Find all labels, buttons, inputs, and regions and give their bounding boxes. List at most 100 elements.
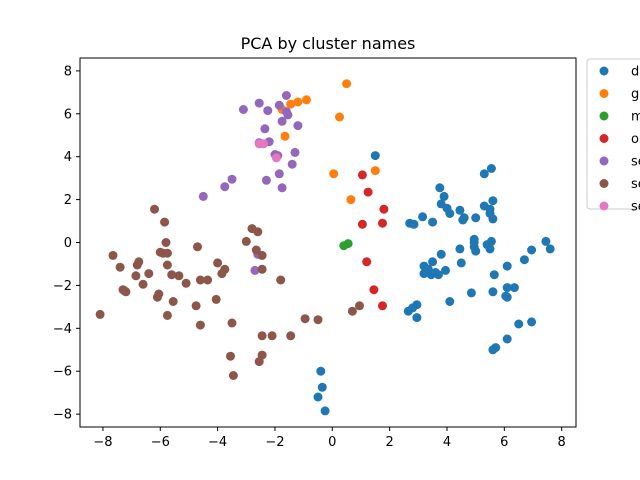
point-0-8 (458, 215, 468, 225)
point-4-0 (281, 91, 291, 100)
point-0-39 (441, 265, 450, 275)
point-0-58 (527, 317, 537, 327)
point-1-7 (329, 169, 339, 179)
point-5-39 (95, 309, 105, 319)
y-tick-label: −4 (53, 322, 72, 337)
point-0-59 (502, 334, 512, 344)
point-1-1 (293, 97, 303, 107)
point-3-5 (362, 257, 372, 267)
legend-marker-6 (599, 201, 609, 211)
legend-label-3: o (631, 132, 639, 147)
point-5-20 (174, 271, 184, 281)
legend-box (586, 58, 640, 210)
point-5-36 (211, 294, 221, 304)
point-0-56 (412, 313, 422, 323)
point-0-50 (502, 292, 512, 302)
point-4-1 (274, 100, 284, 110)
y-tick-label: −2 (53, 279, 72, 294)
legend-marker-0 (599, 66, 609, 76)
legend-marker-5 (599, 179, 609, 188)
legend-label-5: se (631, 177, 640, 192)
point-0-16 (486, 164, 496, 173)
point-3-6 (369, 285, 379, 295)
plot-frame (79, 57, 577, 428)
point-6-2 (271, 153, 281, 163)
point-5-16 (131, 271, 141, 281)
point-5-17 (144, 269, 154, 279)
point-5-29 (138, 279, 148, 289)
point-5-42 (257, 331, 267, 341)
point-5-49 (254, 357, 264, 367)
point-5-44 (286, 331, 296, 341)
point-5-5 (162, 248, 172, 258)
point-1-5 (335, 112, 344, 122)
point-0-45 (545, 244, 555, 254)
point-5-12 (108, 250, 118, 260)
point-5-24 (213, 258, 223, 268)
point-4-18 (277, 183, 287, 193)
point-5-52 (347, 306, 357, 316)
point-0-17 (428, 217, 438, 227)
point-0-29 (469, 238, 479, 247)
point-3-1 (363, 187, 373, 197)
point-5-23 (203, 275, 213, 285)
x-tick-label: −6 (151, 435, 170, 450)
point-5-21 (181, 278, 191, 288)
x-tick-label: 6 (500, 435, 508, 450)
y-tick-label: 8 (64, 64, 72, 79)
point-4-3 (254, 98, 264, 108)
point-0-15 (479, 169, 489, 179)
x-tick-label: 2 (386, 435, 394, 450)
point-5-2 (161, 238, 171, 247)
point-0-51 (466, 288, 476, 298)
point-0-55 (403, 306, 413, 316)
point-5-0 (150, 204, 159, 214)
point-0-25 (486, 236, 496, 246)
point-4-5 (283, 110, 293, 120)
point-0-30 (428, 257, 438, 267)
point-3-2 (379, 204, 389, 214)
legend-label-2: m (631, 110, 640, 125)
point-4-9 (260, 124, 270, 134)
point-0-40 (489, 270, 499, 280)
point-0-65 (320, 406, 330, 416)
point-0-13 (488, 214, 498, 224)
point-3-4 (378, 218, 387, 228)
point-0-52 (445, 297, 455, 306)
legend-marker-4 (599, 156, 609, 166)
point-0-42 (519, 255, 529, 265)
point-0-1 (435, 183, 445, 193)
point-5-40 (195, 320, 205, 330)
point-4-20 (220, 182, 230, 192)
point-4-22 (250, 265, 260, 275)
point-4-6 (277, 116, 287, 126)
point-0-22 (455, 244, 465, 254)
point-0-62 (316, 366, 326, 376)
point-3-0 (357, 170, 367, 180)
point-0-18 (418, 212, 428, 222)
point-0-57 (514, 319, 524, 329)
point-0-14 (488, 196, 498, 206)
x-tick-label: 8 (558, 435, 566, 450)
point-5-28 (276, 275, 286, 285)
point-5-19 (167, 270, 177, 280)
point-3-7 (378, 301, 387, 311)
point-4-17 (261, 175, 271, 185)
point-1-6 (280, 131, 290, 141)
point-0-47 (509, 283, 519, 293)
x-tick-label: −8 (93, 435, 112, 450)
y-tick-label: 6 (64, 107, 72, 122)
y-tick-label: −8 (53, 408, 72, 423)
point-0-44 (541, 236, 551, 246)
y-tick-label: 0 (64, 236, 72, 251)
legend-label-4: se (631, 155, 640, 170)
point-5-1 (160, 217, 170, 227)
legend-marker-3 (599, 134, 609, 143)
point-5-41 (227, 318, 237, 328)
point-5-18 (162, 260, 172, 270)
point-5-51 (355, 301, 364, 311)
point-0-21 (436, 249, 446, 259)
point-5-26 (217, 269, 227, 279)
point-0-43 (527, 245, 537, 255)
